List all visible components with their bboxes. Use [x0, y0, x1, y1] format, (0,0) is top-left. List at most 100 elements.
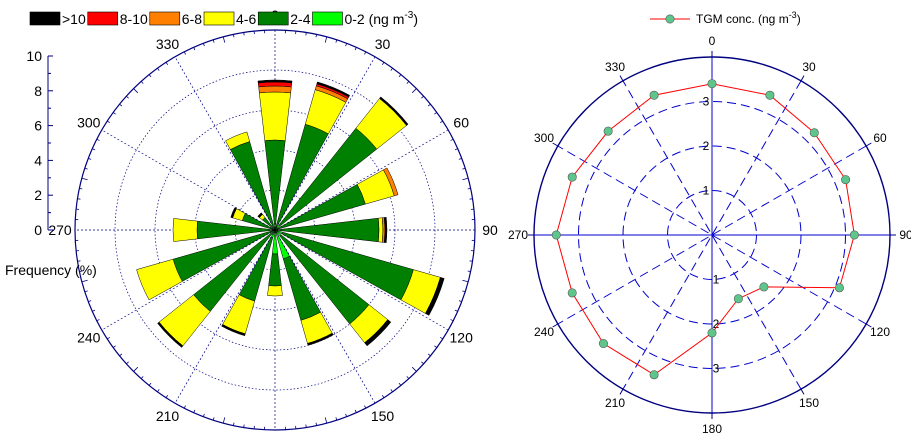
rose-tick — [335, 39, 338, 43]
rose-tick — [133, 366, 139, 372]
polar-angle-label: 120 — [870, 325, 890, 339]
rose-angle-label: 210 — [156, 408, 180, 424]
polar-tick — [619, 75, 624, 82]
radial-axis-tick-label: 2 — [34, 187, 42, 203]
radial-axis-tick-label: 0 — [34, 222, 42, 238]
polar-angle-label: 270 — [508, 228, 528, 242]
legend-label: 6-8 — [182, 11, 202, 27]
legend-swatch — [87, 11, 119, 26]
rose-tick — [183, 51, 186, 55]
polar-spoke — [622, 80, 802, 390]
rose-tick — [434, 112, 438, 115]
rose-tick — [398, 382, 402, 386]
polar-legend-end: ) — [797, 12, 801, 26]
rose-petal-segment — [257, 81, 293, 88]
rose-tick — [79, 188, 83, 190]
rose-tick — [462, 279, 469, 283]
legend-label-text: 0-2 (ng m — [344, 11, 404, 27]
rose-tick — [324, 36, 328, 43]
legend-label-superscript: -3 — [404, 10, 413, 21]
polar-series-point — [834, 283, 844, 293]
rose-tick — [183, 405, 186, 409]
rose-tick — [345, 413, 348, 417]
rose-tick — [381, 395, 385, 398]
rose-tick — [119, 103, 123, 107]
rose-tick — [398, 74, 402, 78]
polar-tick — [619, 388, 624, 395]
rose-petal-segment — [384, 216, 388, 244]
polar-series-point — [849, 230, 859, 240]
rose-tick — [315, 34, 317, 38]
polar-tick — [865, 323, 872, 328]
rose-tick — [112, 345, 116, 348]
rose-tick — [406, 376, 410, 379]
polar-angle-label: 30 — [802, 60, 816, 74]
rose-tick — [440, 120, 443, 124]
rose-tick — [381, 62, 385, 65]
rose-tick — [233, 422, 235, 426]
polar-angle-label: 90 — [899, 228, 911, 242]
rose-tick — [345, 43, 348, 47]
rose-tick — [202, 413, 205, 417]
rose-petal-segment — [425, 277, 445, 316]
polar-series-point — [809, 128, 819, 138]
rose-tick — [421, 361, 424, 365]
rose-tick — [119, 353, 123, 357]
radial-axis-tick-label: 10 — [26, 48, 42, 64]
rose-tick — [107, 336, 110, 340]
polar-legend-marker — [665, 14, 675, 24]
rose-petal-segment — [259, 91, 291, 141]
rose-petal-segment — [172, 218, 198, 242]
rose-tick — [202, 43, 205, 47]
rose-tick — [88, 157, 92, 160]
rose-tick — [454, 309, 458, 312]
rose-tick — [92, 148, 96, 151]
polar-legend-label: TGM conc. (ng m-3) — [696, 10, 801, 26]
polar-angle-label: 330 — [605, 60, 625, 74]
polar-radial-tick-label: 1 — [713, 273, 720, 287]
polar-legend-text: TGM conc. (ng m — [696, 12, 789, 26]
rose-tick — [335, 417, 338, 421]
polar-series-point — [649, 90, 659, 100]
legend-label: >10 — [62, 11, 86, 27]
rose-tick — [406, 81, 410, 84]
rose-tick — [434, 345, 438, 348]
polar-tick — [865, 142, 872, 147]
rose-tick — [364, 405, 367, 409]
legend-swatch — [257, 11, 289, 26]
rose-tick — [165, 395, 169, 398]
rose-tick — [390, 67, 393, 71]
rose-tick — [148, 382, 152, 386]
rose-petal-segment — [257, 212, 263, 218]
rose-tick — [440, 336, 443, 340]
rose-tick — [450, 138, 454, 141]
polar-tick — [800, 388, 805, 395]
rose-tick — [88, 300, 92, 303]
polar-spoke — [557, 145, 867, 325]
polar-series-point — [567, 172, 577, 182]
rose-tick — [148, 74, 152, 78]
rose-tick — [467, 270, 471, 272]
rose-tick — [81, 279, 88, 283]
polar-series-point — [551, 230, 561, 240]
rose-tick — [126, 361, 129, 365]
rose-tick — [81, 177, 88, 181]
rose-petal-segment — [307, 332, 334, 346]
polar-angle-label: 150 — [799, 396, 819, 410]
legend-swatch — [29, 11, 61, 26]
polar-line-chart: 0 30 60 90 120 150 180 210 240 270 300 330 1 1 2 2 3 3 TGM… — [508, 10, 911, 435]
rose-petal-segment — [225, 131, 250, 150]
rose-tick — [411, 366, 417, 372]
rose-tick — [165, 62, 169, 65]
rose-tick — [467, 188, 471, 190]
rose-tick — [222, 36, 226, 43]
rose-tick — [364, 51, 367, 55]
rose-petal-segment — [268, 253, 282, 287]
legend-label: 8-10 — [120, 11, 148, 27]
polar-series-line — [555, 83, 855, 376]
rose-petal-segment — [221, 324, 246, 337]
polar-series-point — [759, 282, 769, 292]
rose-tick — [427, 353, 431, 357]
polar-series-point — [733, 294, 743, 304]
